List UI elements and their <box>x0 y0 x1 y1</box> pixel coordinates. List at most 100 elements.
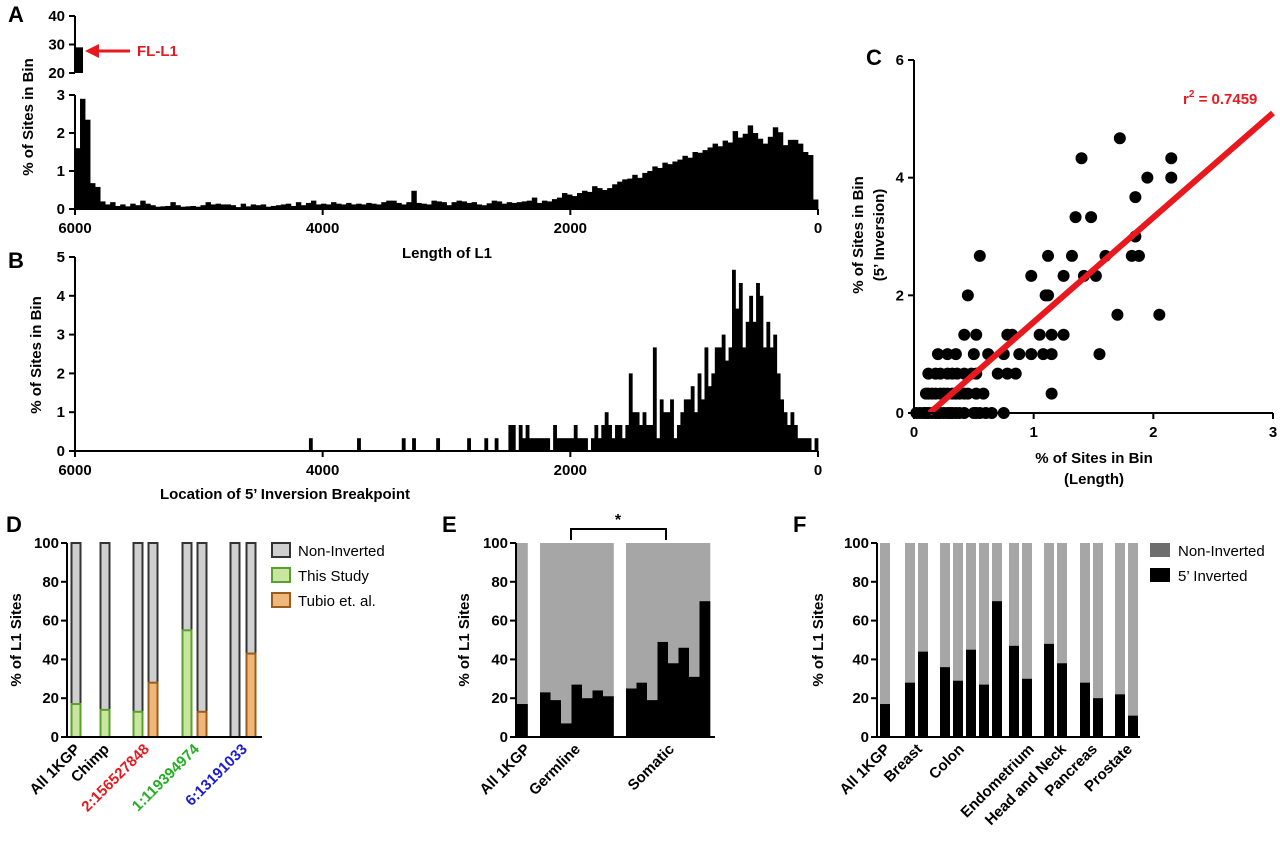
histogram-bar <box>797 438 802 451</box>
histogram-bar <box>125 206 131 209</box>
histogram-bar <box>594 425 599 451</box>
histogram-bar <box>573 425 578 451</box>
histogram-bar <box>608 425 613 451</box>
histogram-bar <box>215 203 221 209</box>
legend-label: Tubio et. al. <box>298 593 376 610</box>
legend-label: Non-Inverted <box>1178 543 1265 560</box>
bar-non-inverted <box>880 543 890 737</box>
bar-inverted <box>966 649 976 737</box>
bar-inverted <box>132 710 144 739</box>
scatter-point <box>967 348 980 361</box>
histogram-bar <box>649 425 654 451</box>
scatter-point <box>1013 348 1026 361</box>
histogram-bar <box>376 204 382 209</box>
histogram-bar <box>622 179 628 209</box>
histogram-bar <box>582 190 588 209</box>
histogram-bar <box>341 204 347 209</box>
histogram-bar <box>506 202 513 209</box>
histogram-bar <box>625 425 630 451</box>
histogram-bar <box>401 204 407 209</box>
bar-inverted <box>626 688 637 737</box>
histogram-bar <box>175 205 181 209</box>
histogram-bar <box>694 412 699 451</box>
scatter-point <box>1025 348 1038 361</box>
bar-non-inverted <box>132 542 144 738</box>
bar-inverted <box>540 692 551 737</box>
histogram-bar <box>580 438 585 451</box>
histogram-bar <box>792 139 799 209</box>
histogram-bar <box>659 399 664 451</box>
histogram-bar <box>787 425 791 451</box>
scatter-point <box>1057 269 1070 282</box>
histogram-bar <box>484 438 489 451</box>
histogram-bar <box>426 204 432 209</box>
histogram-bar <box>607 188 613 209</box>
scatter-point <box>961 289 974 302</box>
histogram-bar <box>566 438 571 451</box>
histogram-bar <box>165 205 171 209</box>
category-label: Colon <box>926 741 968 783</box>
bar-inverted <box>699 601 711 737</box>
y-tick-label: 80 <box>491 574 508 591</box>
bar-inverted <box>992 601 1002 737</box>
y-tick-label: 100 <box>483 535 508 552</box>
histogram-bar <box>436 438 441 451</box>
bar-inverted <box>571 684 583 737</box>
histogram-bar <box>777 132 784 209</box>
histogram-bar <box>553 425 557 451</box>
bar-non-inverted <box>571 543 583 737</box>
histogram-bar <box>652 166 658 209</box>
histogram-bar <box>546 201 553 209</box>
x-tick-label: 2000 <box>554 220 587 237</box>
bar-non-inverted <box>540 543 551 737</box>
bar-inverted <box>517 704 528 737</box>
y-axis-label: % of L1 Sites <box>456 593 473 686</box>
histogram-bar <box>617 181 623 209</box>
bar-inverted <box>953 680 963 737</box>
histogram-bar <box>776 373 781 451</box>
scatter-point <box>1111 308 1124 321</box>
y-tick-label: 0 <box>57 443 65 460</box>
histogram-bar <box>711 373 716 451</box>
histogram-bar <box>366 202 372 209</box>
y-tick-label: 2 <box>896 287 904 304</box>
histogram-bar <box>220 204 227 209</box>
histogram-bar <box>346 202 352 209</box>
histogram-bar <box>170 202 176 209</box>
histogram-bar <box>662 162 668 209</box>
histogram-bar <box>687 157 693 209</box>
bar-inverted <box>1044 643 1054 737</box>
bar-non-inverted <box>1022 543 1032 737</box>
histogram-bar <box>707 386 712 451</box>
bar-non-inverted <box>668 543 679 737</box>
scatter-point <box>941 348 954 361</box>
y-tick-label: 0 <box>57 201 65 218</box>
y-tick-label: 4 <box>896 170 905 187</box>
histogram-bar <box>441 202 447 209</box>
histogram-bar <box>787 139 794 209</box>
histogram-bar <box>250 204 257 209</box>
histogram-bar <box>759 295 764 451</box>
x-tick-label: 0 <box>910 424 918 441</box>
y-tick-label: 20 <box>852 690 869 707</box>
x-tick-label: 4000 <box>306 220 339 237</box>
histogram-bar <box>356 203 362 209</box>
bar-inverted <box>592 690 604 737</box>
bar-non-inverted <box>678 543 690 737</box>
y-tick-label: 20 <box>491 690 508 707</box>
scatter-point <box>1001 367 1014 380</box>
histogram-bar <box>511 202 518 209</box>
histogram-bar <box>687 399 692 451</box>
histogram-bar <box>260 204 267 209</box>
histogram-bar <box>451 202 457 209</box>
scatter-point <box>1045 387 1058 400</box>
x-tick-label: 0 <box>814 220 822 237</box>
histogram-bar <box>486 203 493 209</box>
histogram-bar <box>521 201 528 209</box>
histogram-bar <box>672 161 678 209</box>
histogram-bar <box>511 425 516 451</box>
bar-inverted <box>979 684 989 737</box>
r-squared-annotation: r2 = 0.7459 <box>1183 89 1257 108</box>
